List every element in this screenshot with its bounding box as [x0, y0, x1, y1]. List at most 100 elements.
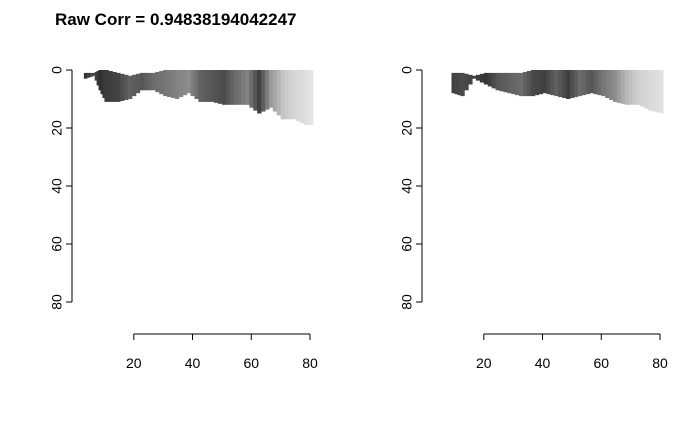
heatmap-cell — [522, 71, 528, 97]
heatmap-cell — [460, 72, 465, 97]
heatmap-cell — [116, 72, 121, 102]
heatmap-cell — [276, 70, 282, 116]
y-tick-label: 60 — [399, 236, 415, 252]
heatmap-cell — [108, 70, 113, 102]
heatmap-cell — [644, 70, 649, 109]
x-tick-label: 60 — [593, 355, 609, 371]
y-tick-label: 80 — [49, 294, 65, 310]
heatmap-cell — [147, 72, 152, 91]
heatmap-cell — [272, 70, 278, 112]
heatmap-cell — [475, 74, 481, 81]
heatmap-cell — [589, 70, 594, 94]
heatmap-cell — [499, 72, 504, 92]
heatmap-cell — [221, 70, 227, 105]
heatmap-cell — [546, 70, 551, 95]
heatmap-cell — [661, 70, 663, 114]
heatmap-cell — [593, 70, 598, 95]
heatmap-cell — [190, 70, 195, 97]
x-tick-label: 80 — [652, 355, 668, 371]
heatmap-cell — [519, 72, 524, 97]
heatmap-cell — [89, 72, 94, 77]
heatmap-cell — [151, 72, 156, 91]
heatmap-cell — [566, 70, 571, 99]
heatmap-cell — [225, 70, 231, 105]
y-tick-label: 0 — [399, 66, 415, 74]
heatmap-cell — [648, 70, 653, 111]
heatmap-cell — [288, 70, 293, 120]
heatmap-cell — [304, 70, 307, 126]
heatmap-cell — [468, 74, 473, 85]
heatmap-cell — [609, 70, 614, 100]
heatmap-cell — [311, 70, 313, 126]
heatmap-cell — [210, 70, 215, 102]
heatmap-cell — [620, 70, 626, 104]
heatmap-cell — [464, 73, 469, 91]
x-tick-label: 80 — [302, 355, 318, 371]
heatmap-cell — [194, 70, 199, 99]
heatmap-cell — [296, 70, 301, 122]
heatmap-cell — [483, 72, 489, 85]
x-tick-label: 60 — [243, 355, 259, 371]
heatmap-cell — [507, 72, 512, 94]
heatmap-cell — [632, 70, 638, 105]
heatmap-cell — [550, 70, 555, 96]
heatmap-cell — [261, 70, 266, 112]
heatmap-cell — [178, 70, 184, 98]
heatmap-cell — [616, 70, 622, 103]
heatmap-cell — [487, 72, 493, 87]
heatmap-cell — [171, 70, 176, 99]
heatmap-cell — [640, 70, 645, 107]
heatmap-cell — [104, 70, 109, 102]
heatmap-cell — [577, 70, 583, 97]
heatmap-cell — [253, 70, 258, 111]
heatmap-cell — [155, 71, 160, 93]
y-tick-label: 60 — [49, 236, 65, 252]
heatmap-cell — [656, 70, 661, 113]
heatmap-cell — [100, 70, 103, 95]
x-tick-label: 20 — [476, 355, 492, 371]
heatmap-cell — [538, 70, 544, 95]
heatmap-cell — [182, 70, 188, 96]
x-tick-label: 40 — [185, 355, 201, 371]
heatmap-cell — [624, 70, 630, 105]
x-tick-label: 40 — [535, 355, 551, 371]
heatmap-cell — [601, 70, 606, 97]
heatmap-cell — [268, 70, 274, 108]
heatmap-cell — [526, 70, 532, 97]
y-tick-label: 80 — [399, 294, 415, 310]
heatmap-cell — [652, 70, 657, 112]
heatmap-cell — [562, 70, 567, 99]
heatmap-cell — [131, 74, 137, 97]
heatmap-cell — [83, 72, 88, 79]
heatmap-cell — [198, 70, 203, 102]
heatmap-cell — [597, 70, 602, 96]
heatmap-cell — [472, 75, 477, 79]
heatmap-cell — [86, 72, 91, 78]
heatmap-cell — [92, 72, 96, 76]
heatmap-cell — [515, 72, 520, 96]
heatmap-cell — [214, 70, 219, 103]
heatmap-cell — [135, 73, 141, 94]
heatmap-cell — [300, 70, 305, 124]
heatmap-cell — [112, 71, 117, 102]
heatmap-cell — [206, 70, 211, 102]
left-heatmap-panel: 0 20 40 60 80 20 40 60 80 — [49, 66, 318, 371]
heatmap-cell — [124, 74, 129, 100]
heatmap-cell — [127, 75, 133, 99]
heatmap-cell — [660, 70, 662, 114]
heatmap-cell — [217, 70, 223, 104]
heatmap-cell — [569, 70, 575, 99]
heatmap-cell — [310, 70, 312, 126]
heatmap-cell — [573, 70, 579, 98]
heatmap-cell — [558, 70, 563, 98]
heatmap-cell — [202, 70, 207, 102]
heatmap-cell — [530, 70, 536, 97]
heatmap-cell — [636, 70, 641, 105]
heatmap-cell — [457, 72, 461, 96]
heatmap-cell — [94, 71, 98, 81]
heatmap-cell — [491, 72, 497, 89]
heatmap-cell — [159, 70, 164, 95]
heatmap-cell — [139, 72, 145, 91]
heatmap-cell — [174, 70, 180, 99]
